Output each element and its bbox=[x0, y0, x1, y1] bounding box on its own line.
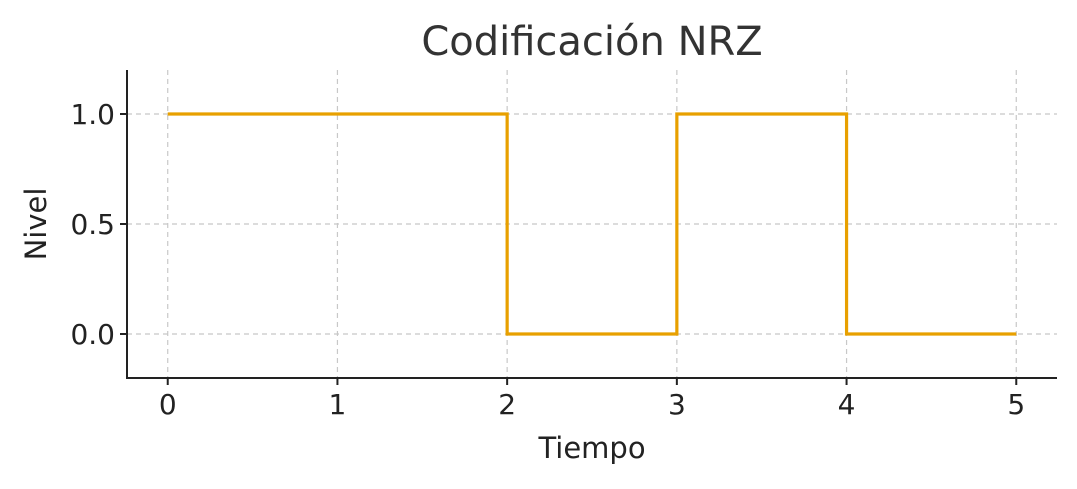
ticks: 0 1 2 3 4 5 0.0 0.5 1.0 bbox=[70, 98, 1025, 421]
x-tick-label: 4 bbox=[838, 388, 856, 421]
grid bbox=[127, 70, 1057, 378]
y-tick-label: 1.0 bbox=[70, 98, 115, 131]
x-tick-label: 3 bbox=[668, 388, 686, 421]
x-tick-label: 5 bbox=[1007, 388, 1025, 421]
y-tick-label: 0.5 bbox=[70, 208, 115, 241]
series bbox=[167, 112, 1017, 336]
y-axis-label: Nivel bbox=[19, 188, 53, 261]
x-tick-label: 2 bbox=[498, 388, 516, 421]
y-tick-label: 0.0 bbox=[70, 318, 115, 351]
x-tick-label: 0 bbox=[159, 388, 177, 421]
nrz-signal-line bbox=[167, 112, 1017, 336]
x-tick-label: 1 bbox=[329, 388, 347, 421]
chart-title: Codificación NRZ bbox=[421, 19, 762, 65]
x-axis-label: Tiempo bbox=[537, 431, 645, 465]
